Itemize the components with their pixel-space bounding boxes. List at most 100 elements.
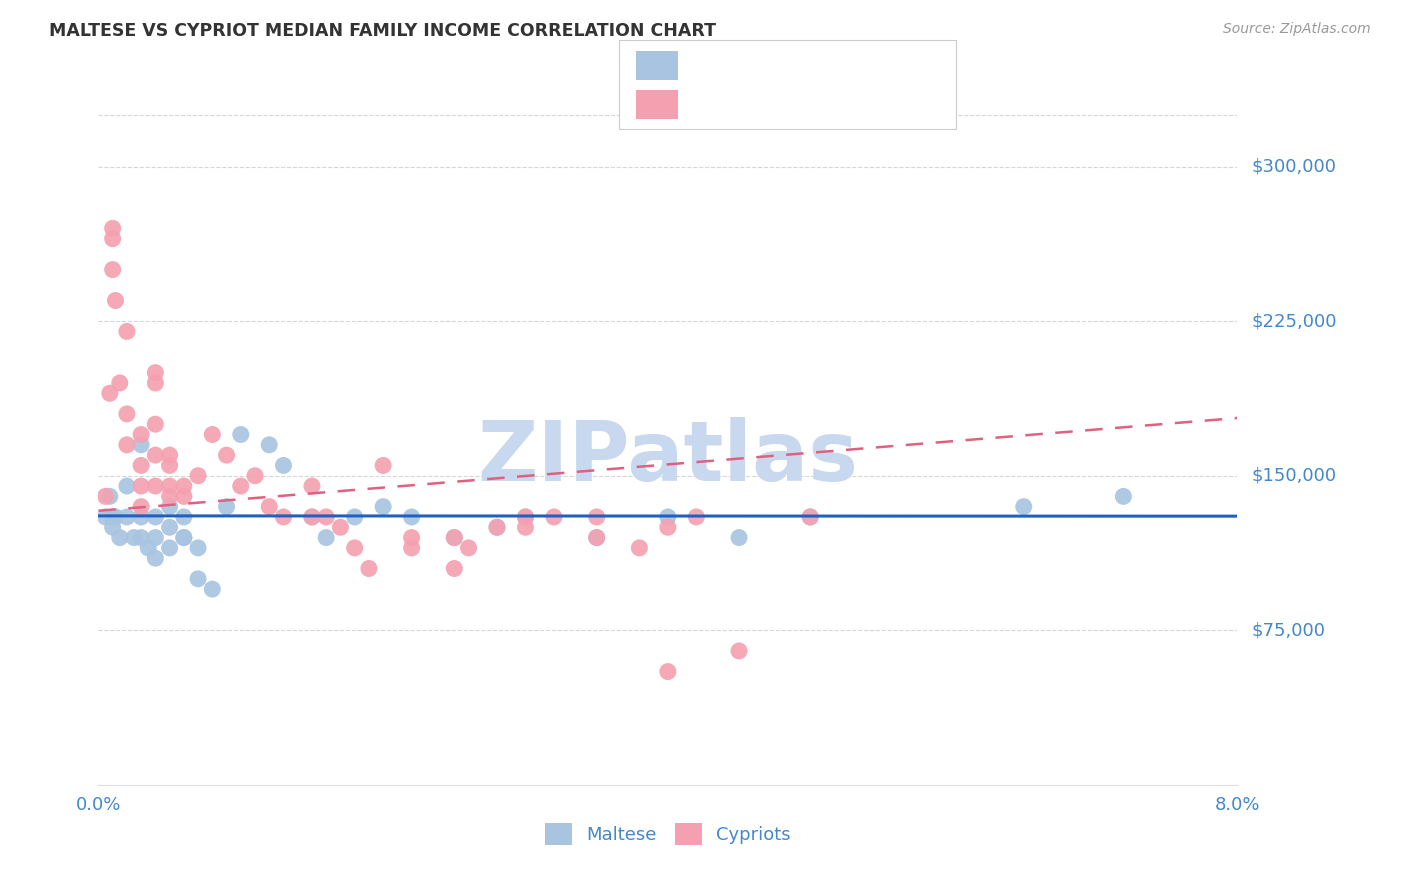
Point bbox=[173, 531, 195, 545]
Point bbox=[515, 510, 537, 524]
Point bbox=[159, 458, 181, 473]
Point bbox=[145, 510, 167, 524]
Point bbox=[799, 510, 821, 524]
Point bbox=[215, 448, 238, 462]
Point bbox=[343, 541, 366, 555]
Point bbox=[443, 561, 465, 575]
Point bbox=[129, 427, 152, 442]
Point bbox=[443, 531, 465, 545]
Point bbox=[145, 531, 167, 545]
Point bbox=[259, 438, 281, 452]
Text: -0.002: -0.002 bbox=[737, 51, 794, 69]
Point bbox=[1012, 500, 1035, 514]
Text: N =: N = bbox=[807, 51, 859, 69]
Text: R =: R = bbox=[692, 51, 731, 69]
Point bbox=[357, 561, 380, 575]
Point bbox=[329, 520, 352, 534]
Point bbox=[145, 417, 167, 432]
Text: 43: 43 bbox=[849, 51, 872, 69]
Text: ZIPatlas: ZIPatlas bbox=[478, 417, 858, 499]
Point bbox=[486, 520, 509, 534]
Point bbox=[129, 438, 152, 452]
Text: $225,000: $225,000 bbox=[1251, 312, 1337, 330]
Point bbox=[173, 531, 195, 545]
Point bbox=[343, 510, 366, 524]
Point bbox=[104, 293, 127, 308]
Point bbox=[115, 510, 138, 524]
Point bbox=[273, 510, 295, 524]
Point bbox=[273, 458, 295, 473]
Point bbox=[585, 531, 607, 545]
Point bbox=[145, 551, 167, 566]
Point bbox=[685, 510, 707, 524]
Point bbox=[371, 458, 394, 473]
Point bbox=[101, 221, 124, 235]
Point bbox=[401, 510, 423, 524]
Point bbox=[145, 479, 167, 493]
Point bbox=[486, 520, 509, 534]
Point bbox=[115, 438, 138, 452]
Point bbox=[301, 510, 323, 524]
Point bbox=[145, 366, 167, 380]
Point bbox=[371, 500, 394, 514]
Point bbox=[799, 510, 821, 524]
Point bbox=[129, 510, 152, 524]
Point bbox=[145, 376, 167, 390]
Point bbox=[401, 531, 423, 545]
Point bbox=[728, 531, 751, 545]
Point bbox=[129, 531, 152, 545]
Point bbox=[457, 541, 479, 555]
Point bbox=[215, 500, 238, 514]
Point bbox=[159, 500, 181, 514]
Point bbox=[657, 510, 679, 524]
Point bbox=[628, 541, 651, 555]
Point bbox=[315, 531, 337, 545]
Text: MALTESE VS CYPRIOT MEDIAN FAMILY INCOME CORRELATION CHART: MALTESE VS CYPRIOT MEDIAN FAMILY INCOME … bbox=[49, 22, 716, 40]
Point bbox=[159, 489, 181, 503]
Point bbox=[657, 665, 679, 679]
Point bbox=[129, 458, 152, 473]
Point bbox=[159, 479, 181, 493]
Point bbox=[229, 427, 252, 442]
Text: $300,000: $300,000 bbox=[1251, 158, 1336, 176]
Text: 0.081: 0.081 bbox=[737, 94, 793, 112]
Point bbox=[122, 531, 145, 545]
Point bbox=[101, 232, 124, 246]
Legend: Maltese, Cypriots: Maltese, Cypriots bbox=[537, 816, 799, 853]
Point bbox=[515, 520, 537, 534]
Point bbox=[173, 510, 195, 524]
Point bbox=[115, 479, 138, 493]
Point bbox=[108, 531, 131, 545]
Point bbox=[136, 541, 159, 555]
Point bbox=[159, 541, 181, 555]
Point bbox=[201, 582, 224, 596]
Point bbox=[101, 520, 124, 534]
Text: Source: ZipAtlas.com: Source: ZipAtlas.com bbox=[1223, 22, 1371, 37]
Point bbox=[301, 479, 323, 493]
Point bbox=[315, 510, 337, 524]
Point bbox=[159, 448, 181, 462]
Point bbox=[101, 262, 124, 277]
Text: N =: N = bbox=[807, 94, 859, 112]
Point bbox=[201, 427, 224, 442]
Point bbox=[115, 325, 138, 339]
Point bbox=[187, 572, 209, 586]
Point bbox=[94, 489, 117, 503]
Point bbox=[401, 541, 423, 555]
Point bbox=[187, 468, 209, 483]
Point bbox=[259, 500, 281, 514]
Point bbox=[229, 479, 252, 493]
Text: R =: R = bbox=[692, 94, 731, 112]
Point bbox=[94, 510, 117, 524]
Text: $75,000: $75,000 bbox=[1251, 622, 1326, 640]
Point bbox=[104, 510, 127, 524]
Point bbox=[159, 520, 181, 534]
Point bbox=[115, 407, 138, 421]
Point bbox=[108, 376, 131, 390]
Point bbox=[585, 531, 607, 545]
Point bbox=[145, 448, 167, 462]
Text: $150,000: $150,000 bbox=[1251, 467, 1336, 484]
Point bbox=[173, 489, 195, 503]
Point bbox=[101, 510, 124, 524]
Point bbox=[657, 520, 679, 534]
